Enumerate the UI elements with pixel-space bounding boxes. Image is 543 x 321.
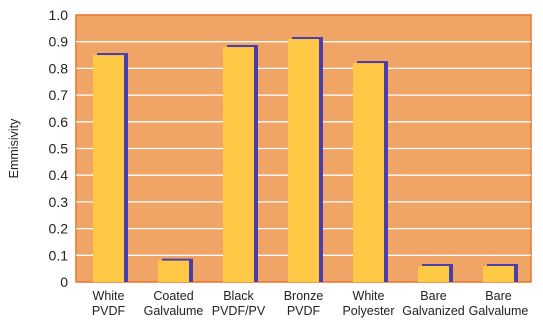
y-tick-label: 0.6 xyxy=(49,114,69,130)
bar xyxy=(288,37,323,282)
bars xyxy=(93,37,518,283)
y-tick-label: 0.1 xyxy=(49,247,69,263)
y-tick-label: 0.2 xyxy=(49,221,69,237)
bar xyxy=(353,61,388,283)
y-tick-label: 1.0 xyxy=(49,7,69,23)
y-tick-label: 0.7 xyxy=(49,87,69,103)
y-tick-label: 0.3 xyxy=(49,194,69,210)
x-category-label: White Polyester xyxy=(342,289,394,318)
bar-fill xyxy=(418,265,449,282)
bar-fill xyxy=(288,39,319,282)
bar-fill xyxy=(353,63,384,283)
x-category-label: Bare Galvanized xyxy=(402,289,465,318)
x-category-label: White PVDF xyxy=(92,289,126,318)
y-tick-label: 0.9 xyxy=(49,34,69,50)
bar-fill xyxy=(223,47,254,282)
x-category-label: Coated Galvalume xyxy=(144,289,204,318)
bar-fill xyxy=(483,265,514,282)
bar-fill xyxy=(158,260,189,282)
x-category-labels: White PVDF Coated Galvalume Black PVDF/PV Bron… xyxy=(92,289,529,318)
x-category-label: Bare Galvalume xyxy=(469,289,529,318)
x-category-label: Black PVDF/PV xyxy=(212,289,266,318)
y-tick-label: 0 xyxy=(60,274,68,290)
y-tick-label: 0.8 xyxy=(49,60,69,76)
y-tick-labels: 0 0.1 0.2 0.3 0.4 0.5 0.6 0.7 0.8 0.9 1.0 xyxy=(49,7,69,290)
bar-fill xyxy=(93,55,124,282)
bar xyxy=(483,263,518,282)
bar xyxy=(93,53,128,282)
bar xyxy=(158,258,193,282)
y-axis-title: Emmisivity xyxy=(7,118,21,178)
y-tick-label: 0.4 xyxy=(49,167,69,183)
y-tick-label: 0.5 xyxy=(49,141,69,157)
bar xyxy=(418,263,453,282)
bar xyxy=(223,45,258,282)
x-category-label: Bronze PVDF xyxy=(284,289,324,318)
